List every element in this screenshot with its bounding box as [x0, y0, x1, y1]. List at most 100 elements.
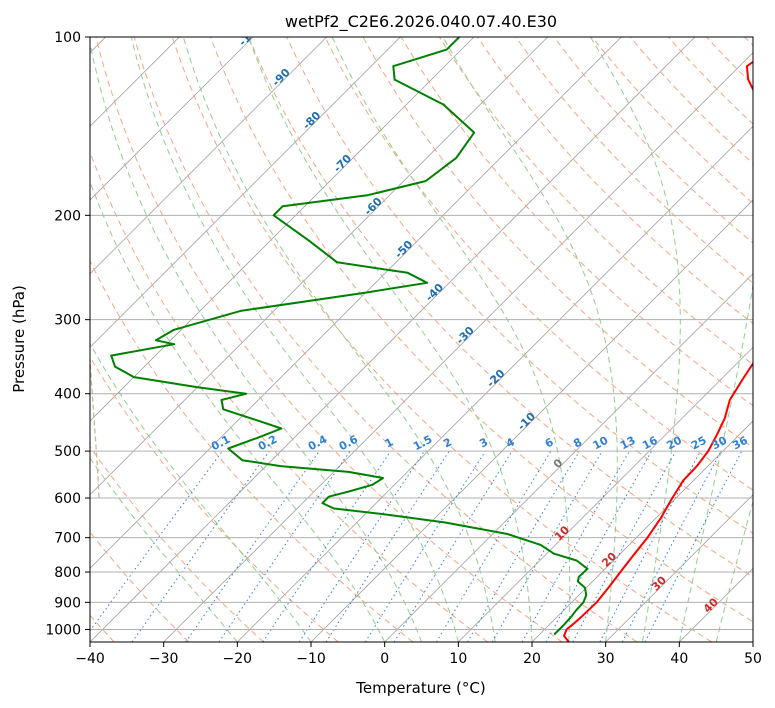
dry-adiabat-line	[668, 37, 753, 125]
isotherm-line	[679, 567, 753, 642]
isotherm-label: -60	[362, 195, 385, 218]
x-tick-label: −20	[223, 651, 253, 667]
dewpoint-profile-line	[110, 37, 589, 636]
x-axis-title: Temperature (°C)	[355, 679, 485, 697]
warm-isotherm-label: 40	[701, 595, 721, 615]
moist-adiabat-line	[182, 37, 496, 642]
mixing-ratio-line	[262, 450, 392, 642]
y-tick-label: 800	[54, 565, 81, 581]
moist-adiabat-line	[590, 37, 681, 642]
warm-isotherm-label: 10	[552, 523, 572, 543]
isotherm-line	[90, 37, 327, 275]
dry-adiabat-line	[133, 37, 638, 642]
dry-adiabat-line	[553, 37, 753, 244]
isotherm-line	[90, 37, 254, 201]
y-tick-label: 900	[54, 595, 81, 611]
x-tick-label: 30	[597, 651, 615, 667]
mixing-ratio-label: 13	[618, 434, 638, 453]
mixing-ratio-line	[467, 450, 580, 642]
y-tick-label: 600	[54, 491, 81, 507]
x-axis-ticks: −40 −30 −20 −10 0 10 20 30 40 50	[75, 642, 762, 667]
plot-frame	[89, 36, 754, 643]
dry-adiabat-line	[362, 37, 753, 449]
mixing-ratio-line	[218, 450, 351, 642]
warm-isotherm-label: 20	[599, 549, 619, 569]
warm-isotherm-label: 30	[649, 573, 669, 593]
moist-adiabat-line	[331, 37, 571, 642]
y-tick-label: 200	[54, 208, 81, 224]
isotherm-label: -90	[270, 66, 293, 89]
mixing-ratio-label: 10	[591, 434, 611, 453]
moist-adiabat-line	[442, 37, 618, 642]
isotherm-line	[90, 37, 548, 496]
mixing-ratio-line	[90, 450, 223, 632]
isotherm-line	[384, 273, 753, 642]
dry-adiabat-line	[477, 37, 753, 325]
y-axis-ticks: 100 200 300 400 500 600 700 800 900 1000	[45, 30, 90, 638]
dry-adiabat-line	[744, 37, 753, 47]
mixing-ratio-line	[572, 450, 677, 642]
mixing-ratio-label: 25	[689, 434, 709, 453]
y-tick-label: 500	[54, 444, 81, 460]
y-tick-label: 1000	[45, 622, 81, 638]
moist-adiabat-line	[247, 37, 533, 642]
mixing-ratio-label: 36	[730, 434, 750, 453]
dry-adiabat-line	[629, 37, 753, 165]
dry-adiabat-line	[90, 531, 190, 642]
mixing-ratio-label: 1	[383, 435, 396, 450]
dry-adiabat-line	[90, 445, 264, 642]
moist-adiabat-line	[90, 342, 312, 642]
mixing-ratio-line	[545, 450, 653, 642]
dry-adiabat-line	[400, 37, 753, 407]
isotherm-label: -100	[236, 20, 265, 49]
pressure-grid	[90, 37, 753, 630]
isotherm-label: -20	[484, 367, 507, 390]
dry-adiabat-line	[248, 37, 753, 578]
moist-adiabat-line	[90, 457, 238, 642]
x-tick-label: 40	[670, 651, 688, 667]
dry-adiabat-line	[210, 37, 753, 623]
isotherm-line	[90, 37, 475, 422]
mixing-ratio-line	[325, 450, 450, 642]
mixing-ratio-label: 1.5	[411, 433, 434, 454]
x-tick-label: 10	[449, 651, 467, 667]
mixing-ratio-line	[131, 450, 270, 642]
mixing-ratio-line	[393, 450, 513, 642]
isotherm-line	[237, 125, 753, 642]
mixing-ratio-label: 3	[477, 435, 490, 450]
mixing-ratio-line	[599, 450, 701, 642]
isotherm-line	[752, 641, 753, 642]
moist-adiabat-line	[752, 640, 753, 642]
y-axis-title: Pressure (hPa)	[10, 285, 28, 393]
y-tick-label: 700	[54, 531, 81, 547]
moist-adiabat-line	[130, 37, 459, 642]
dry-adiabat-line	[90, 259, 414, 642]
dry-adiabat-line	[324, 37, 753, 491]
mixing-ratio-line	[435, 450, 552, 642]
dry-adiabat-line	[706, 37, 753, 86]
isotherm-line	[310, 199, 753, 642]
isotherm-line	[605, 494, 753, 642]
mixing-ratio-line	[364, 450, 486, 642]
dry-adiabat-line	[90, 150, 488, 642]
mixing-ratio-label: 20	[664, 434, 684, 453]
isotherm-line	[90, 37, 401, 348]
mixing-ratio-line	[298, 450, 425, 642]
mixing-ratio-label: 0.6	[337, 433, 361, 454]
mixing-ratio-line	[644, 450, 743, 642]
temperature-profile-line	[563, 60, 753, 642]
isotherm-line	[90, 37, 696, 642]
isotherm-line	[163, 52, 753, 642]
isotherm-label: -80	[300, 109, 323, 132]
x-tick-label: −30	[149, 651, 179, 667]
dry-adiabat-line	[591, 37, 753, 204]
x-tick-label: 50	[744, 651, 762, 667]
y-tick-label: 300	[54, 313, 81, 329]
background-guide-lines	[90, 37, 753, 642]
mixing-ratio-label: 30	[710, 434, 730, 453]
isotherm-line	[90, 37, 622, 569]
isotherm-label: -50	[392, 238, 415, 261]
x-tick-label: −40	[75, 651, 105, 667]
mixing-ratio-label: 0.4	[306, 433, 330, 454]
